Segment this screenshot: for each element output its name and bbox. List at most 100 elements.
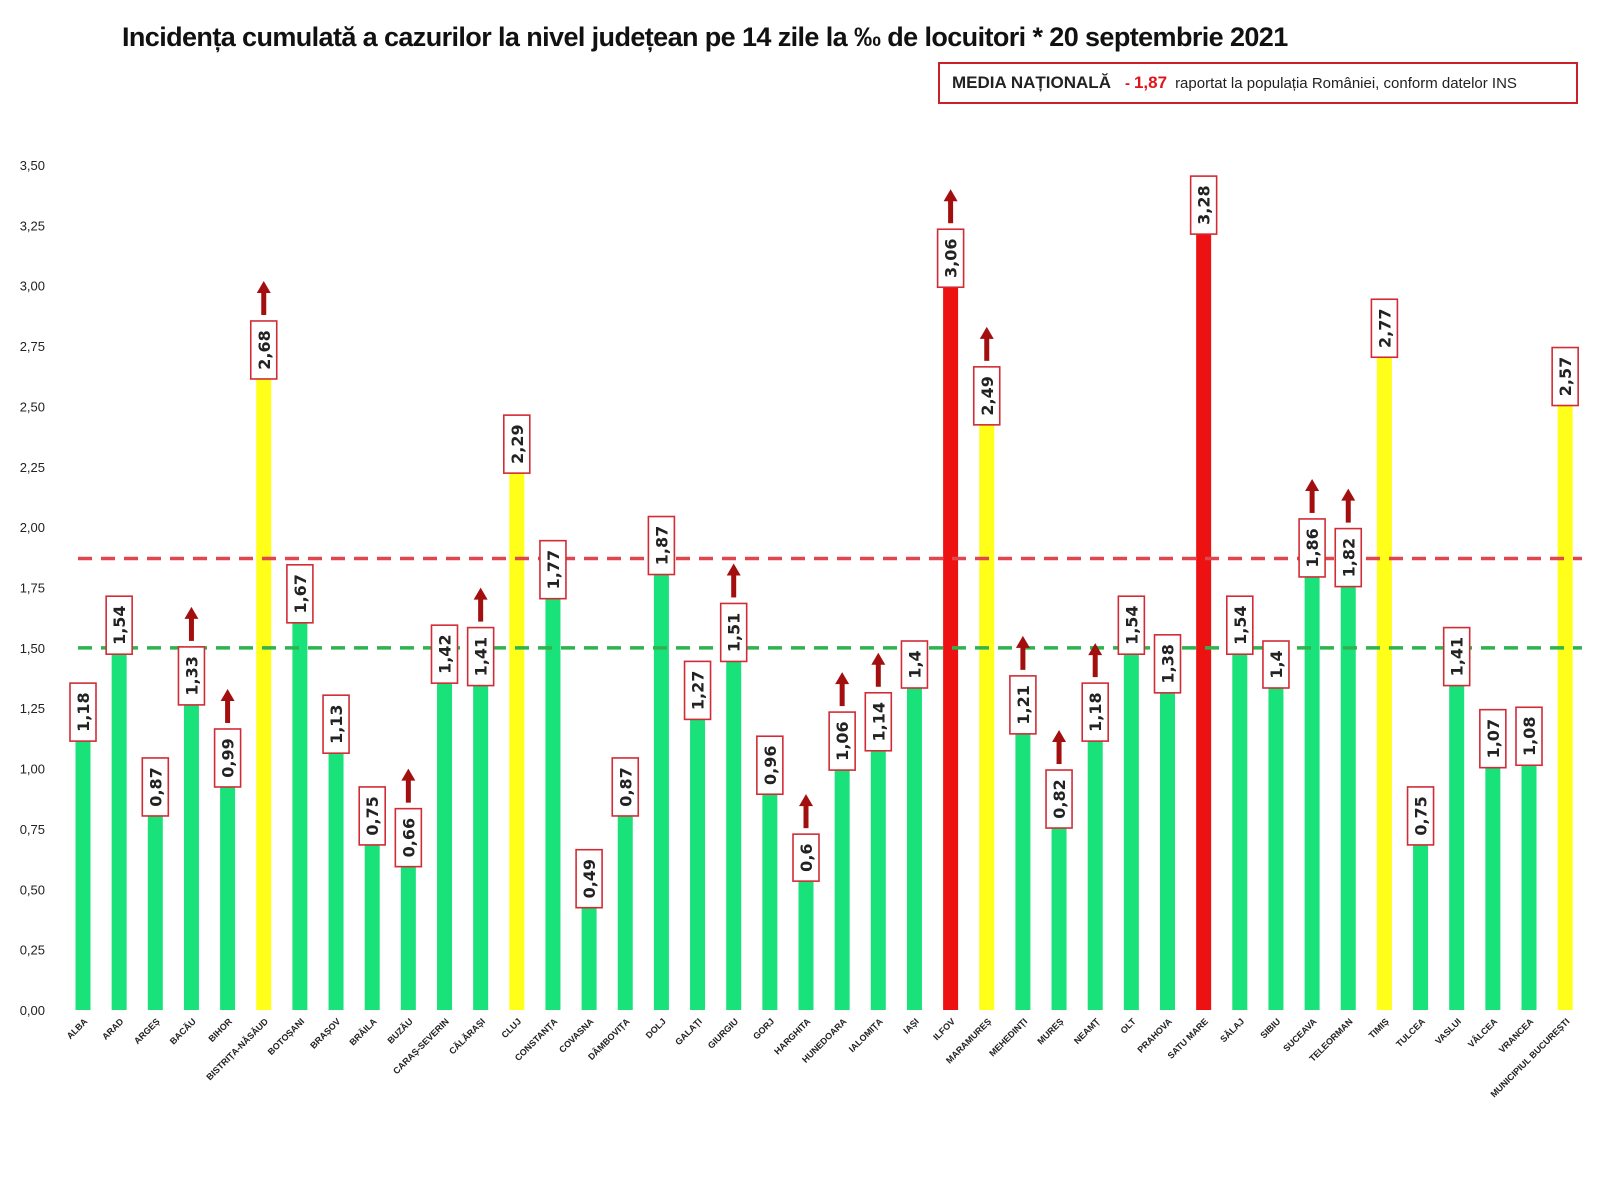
value-label-box [213,728,242,788]
category-label: SUCEAVA [1281,1016,1319,1054]
national-average-box: MEDIA NAȚIONALĂ - 1,87 raportat la popul… [938,62,1578,104]
value-label: 1,54 [105,595,133,656]
increase-arrow-head [835,672,850,685]
value-label-box [1009,675,1037,735]
value-label-box [900,640,929,689]
value-label-box [322,694,350,754]
value-label-box [249,320,278,380]
value-label-text: 1,54 [1231,605,1250,644]
bar [943,271,959,1010]
increase-arrow-head [220,688,235,701]
value-label: 0,49 [575,848,603,909]
value-label-text: 1,41 [1448,637,1467,676]
value-label-box [575,848,603,909]
value-label-box [141,757,170,817]
value-label-box [792,833,820,882]
value-label: 1,82 [1334,527,1363,588]
y-tick-label: 1,25 [20,701,45,716]
value-label-box [430,624,459,684]
value-label-text: 0,82 [1050,779,1069,818]
value-label: 0,75 [358,786,387,846]
increase-arrow-head [799,794,813,807]
y-tick-label: 0,50 [20,882,45,897]
value-label-box [1262,640,1290,689]
bar [1051,812,1067,1010]
value-label-box [719,602,748,663]
value-label-text: 1,87 [652,526,671,565]
category-label: TIMIȘ [1367,1016,1391,1040]
bar [1123,638,1139,1010]
bar [1413,828,1429,1010]
value-label: 3,28 [1189,175,1218,235]
bar [509,457,525,1011]
value-label-text: 0,87 [616,767,635,806]
y-tick-label: 0,75 [20,822,45,837]
bar [1232,638,1248,1010]
bar [798,865,814,1010]
value-label-box [972,366,1001,426]
bar [1304,560,1320,1010]
value-label: 1,4 [900,640,929,689]
value-label-text: 1,54 [110,605,129,644]
value-label: 0,96 [756,735,784,796]
bar [1160,676,1175,1010]
y-tick-label: 3,25 [20,218,45,233]
value-label: 1,21 [1009,675,1037,735]
category-label: COVASNA [557,1016,596,1055]
value-label: 1,42 [430,624,459,684]
value-label-box [1334,527,1363,588]
bar [653,558,669,1010]
category-label: IALOMIȚA [847,1016,885,1054]
y-tick-label: 3,00 [20,279,45,294]
category-label: IAȘI [901,1016,920,1035]
value-label-box [1479,708,1507,769]
bar [328,737,344,1010]
value-label: 1,54 [1226,595,1254,656]
increase-arrow-head [943,189,958,202]
bar [1087,725,1103,1010]
value-label-text: 1,33 [182,656,201,695]
value-label-text: 1,4 [1267,650,1286,678]
category-label: BIHOR [206,1016,234,1044]
value-label-text: 1,41 [472,637,491,676]
y-tick-label: 1,00 [20,762,45,777]
value-label-text: 1,21 [1014,685,1033,724]
value-label: 1,54 [1117,595,1146,656]
category-label: VÂLCEA [1465,1015,1499,1049]
bar [256,362,272,1010]
increase-arrow-head [473,587,488,600]
bar [364,828,380,1010]
bar [1557,389,1573,1010]
bar [1268,672,1284,1010]
value-label-text: 1,4 [905,650,924,678]
value-label: 1,14 [864,691,893,752]
value-label-box [683,660,712,721]
value-label: 2,77 [1370,298,1399,359]
value-label-box [105,595,133,656]
category-label: CĂLĂRAȘI [447,1016,487,1056]
value-label-text: 0,6 [797,843,816,871]
value-label: 3,06 [936,228,965,289]
value-label-box [466,626,495,687]
national-average-description: raportat la populația României, conform … [1175,74,1517,92]
value-label-text: 2,77 [1375,309,1394,348]
value-label-text: 0,87 [146,767,165,806]
category-label: ARAD [100,1016,126,1042]
value-label-text: 0,49 [580,859,599,898]
value-label: 1,41 [1442,626,1471,687]
category-label: NEAMȚ [1072,1016,1102,1046]
bar [437,667,452,1010]
value-label-box [1153,634,1182,694]
value-label-text: 1,07 [1484,719,1503,758]
bar [1376,341,1392,1010]
y-tick-label: 0,25 [20,943,45,958]
value-label-box [1370,298,1399,359]
bar [834,754,850,1010]
increase-arrow-head [1052,730,1067,743]
category-label: OLT [1118,1016,1138,1036]
value-label: 2,57 [1551,346,1579,407]
category-label: VRANCEA [1497,1016,1536,1055]
increase-arrow-head [1015,635,1030,648]
category-label: DOLJ [644,1016,668,1040]
value-label: 1,27 [683,660,712,721]
